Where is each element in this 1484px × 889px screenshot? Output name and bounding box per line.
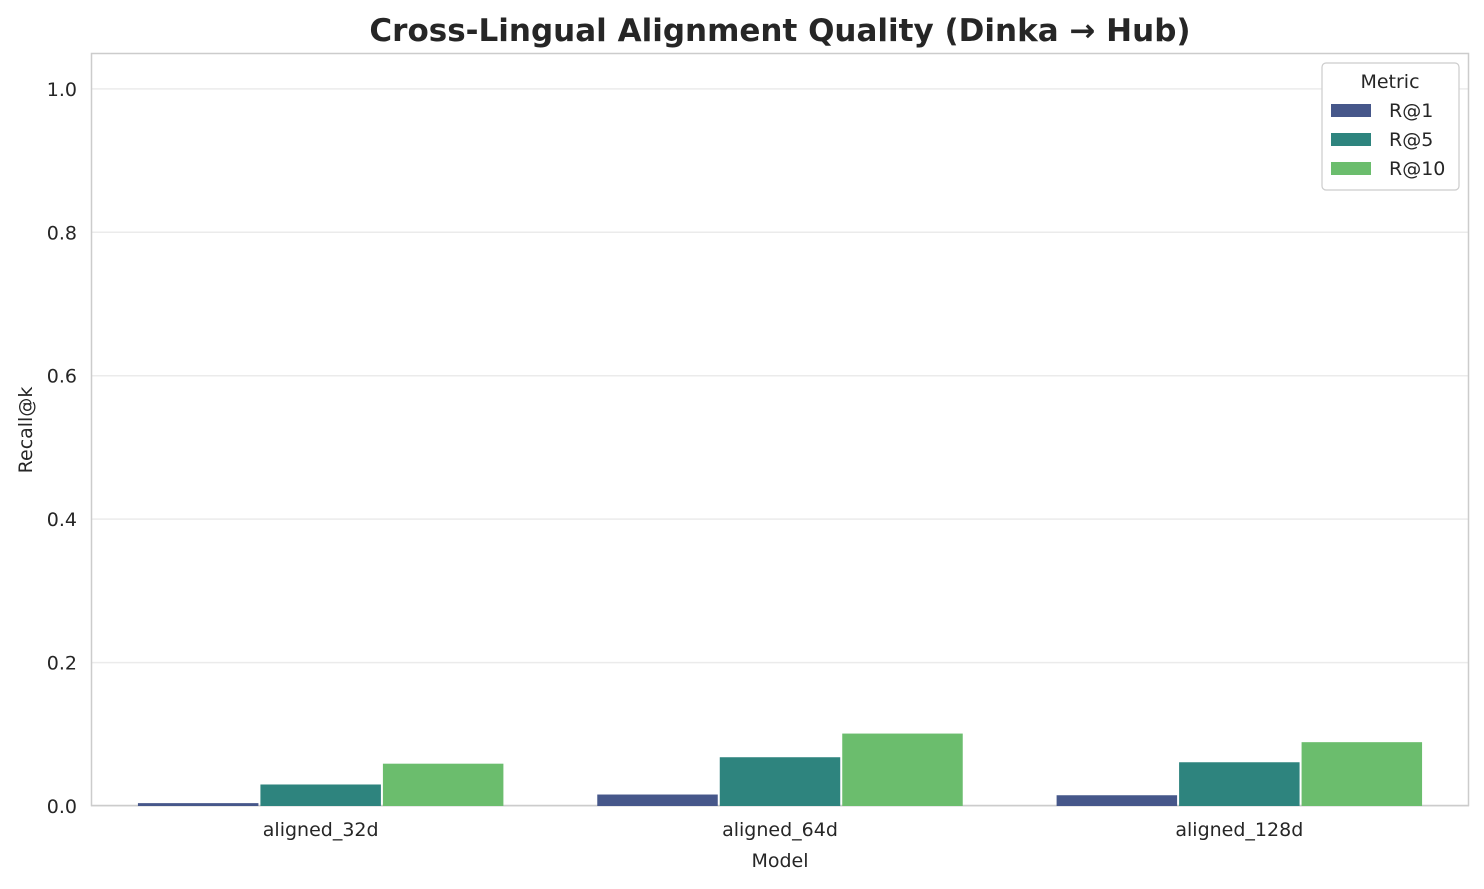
bar-R@5-aligned_64d (719, 757, 841, 806)
y-tick-label: 1.0 (47, 79, 77, 101)
y-tick-label: 0.0 (47, 796, 77, 818)
legend-label: R@10 (1389, 158, 1445, 180)
y-axis-label: Recall@k (15, 387, 37, 474)
legend-label: R@1 (1389, 100, 1433, 122)
plot-frame (90, 52, 1470, 807)
x-axis-label: Model (751, 850, 808, 872)
bar-R@5-aligned_32d (260, 784, 381, 806)
bar-R@10-aligned_128d (1301, 742, 1423, 806)
legend-swatch (1331, 133, 1371, 146)
x-tick-label: aligned_64d (722, 819, 838, 841)
bar-R@10-aligned_64d (842, 733, 963, 806)
x-tick-label: aligned_32d (263, 819, 379, 841)
y-tick-label: 0.6 (47, 366, 77, 388)
legend-swatch (1331, 162, 1371, 175)
y-tick-label: 0.2 (47, 653, 77, 675)
x-tick-label: aligned_128d (1175, 819, 1303, 841)
bar-R@10-aligned_32d (382, 763, 504, 806)
bar-R@1-aligned_128d (1056, 795, 1178, 806)
legend-title: Metric (1360, 71, 1419, 93)
legend-swatch (1331, 104, 1371, 117)
chart-title: Cross-Lingual Alignment Quality (Dinka →… (369, 13, 1190, 49)
bar-R@5-aligned_128d (1179, 762, 1300, 806)
legend-label: R@5 (1389, 129, 1433, 151)
y-tick-label: 0.4 (47, 509, 77, 531)
bar-R@1-aligned_32d (137, 803, 259, 806)
legend-box (1321, 62, 1460, 191)
y-tick-label: 0.8 (47, 222, 77, 244)
bar-R@1-aligned_64d (597, 794, 718, 806)
legend: Metric R@1 R@5 R@10 (1321, 62, 1460, 191)
